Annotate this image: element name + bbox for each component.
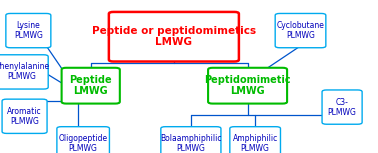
Text: Peptidomimetic
LMWG: Peptidomimetic LMWG bbox=[204, 75, 291, 96]
FancyBboxPatch shape bbox=[62, 68, 120, 104]
Text: Oligopeptide
PLMWG: Oligopeptide PLMWG bbox=[59, 134, 108, 153]
FancyBboxPatch shape bbox=[2, 99, 47, 133]
Text: Peptide or peptidomimetics
LMWG: Peptide or peptidomimetics LMWG bbox=[92, 26, 256, 47]
FancyBboxPatch shape bbox=[275, 13, 326, 48]
Text: Bolaamphiphilic
PLMWG: Bolaamphiphilic PLMWG bbox=[160, 134, 222, 153]
Text: Peptide
LMWG: Peptide LMWG bbox=[70, 75, 112, 96]
FancyBboxPatch shape bbox=[230, 127, 280, 153]
FancyBboxPatch shape bbox=[322, 90, 362, 124]
Text: Amphiphilic
PLMWG: Amphiphilic PLMWG bbox=[232, 134, 278, 153]
FancyBboxPatch shape bbox=[6, 13, 51, 48]
Text: Cyclobutane
PLMWG: Cyclobutane PLMWG bbox=[277, 21, 324, 40]
FancyBboxPatch shape bbox=[109, 12, 239, 62]
Text: Lysine
PLMWG: Lysine PLMWG bbox=[14, 21, 43, 40]
FancyBboxPatch shape bbox=[208, 68, 287, 104]
FancyBboxPatch shape bbox=[161, 127, 221, 153]
Text: C3-
PLMWG: C3- PLMWG bbox=[328, 98, 356, 117]
Text: Phenylalanine
PLMWG: Phenylalanine PLMWG bbox=[0, 62, 49, 81]
Text: Aromatic
PLMWG: Aromatic PLMWG bbox=[7, 107, 42, 126]
FancyBboxPatch shape bbox=[0, 55, 48, 89]
FancyBboxPatch shape bbox=[57, 127, 110, 153]
